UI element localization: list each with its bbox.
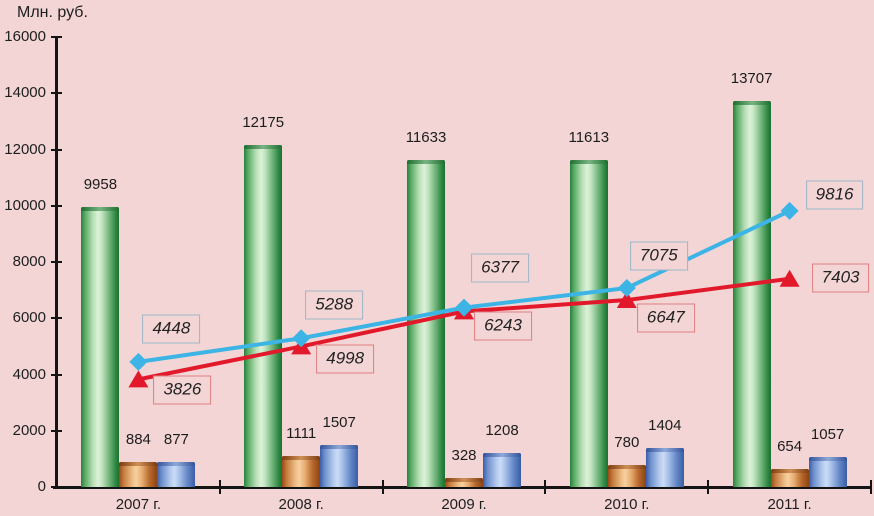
line-value-callout: 5288 [305,290,364,320]
diamond-marker-icon [129,352,148,371]
y-axis-tick [51,92,62,95]
triangle-marker-icon [454,302,474,320]
bar-value-label: 11613 [568,129,610,147]
y-axis-tick [51,486,62,488]
triangle-marker-icon [128,370,149,388]
green-bars-bar [407,159,445,487]
triangle-marker-icon [616,291,637,309]
bar-top-cap [445,477,483,482]
bar-top-cap [119,462,158,467]
x-axis-tick [218,480,221,494]
orange-bars-bar [770,468,809,487]
line-value-callout: 6647 [636,303,695,333]
bar-value-label: 1111 [286,424,317,442]
y-axis-tick [51,429,62,432]
orange-bars-bar [119,462,158,487]
bar-top-cap [569,160,608,165]
x-tick-label: 2009 г. [441,496,487,513]
y-tick-label: 4000 [12,365,46,383]
bar-value-label: 877 [163,431,189,449]
y-axis-tick [51,317,62,320]
bar-value-label: 9958 [83,175,118,193]
blue-bars-bar [483,453,521,487]
y-axis-tick [51,148,62,151]
bar-value-label: 11633 [405,128,447,146]
bar-top-cap [157,462,196,467]
bar-top-cap [808,457,847,462]
bar-top-cap [244,144,283,149]
orange-bars-bar [282,455,321,487]
bar-top-cap [320,444,359,449]
bar-top-cap [282,455,321,460]
triangle-marker-icon [779,269,800,287]
diamond-marker-icon [292,329,311,348]
sky-line-polyline [138,209,791,364]
line-value-callout: 4448 [142,314,201,344]
line-value-callout: 4998 [316,344,375,374]
diamond-marker-icon [617,279,636,298]
y-axis-tick [51,373,62,376]
y-tick-label: 10000 [4,196,46,214]
bar-value-label: 12175 [242,113,285,131]
bar-value-label: 884 [125,431,151,449]
orange-bars-bar [607,465,646,487]
line-value-callout: 6377 [471,253,529,283]
x-axis-tick [870,480,872,494]
line-value-callout: 7075 [629,241,688,271]
line-value-callout: 9816 [805,180,864,210]
orange-bars-bar [445,477,483,487]
bar-top-cap [81,206,120,211]
diamond-marker-icon [780,201,799,220]
bar-top-cap [407,159,445,164]
x-axis-line [53,486,871,489]
bar-value-label: 1057 [810,426,845,444]
line-value-callout: 6243 [474,311,532,341]
x-tick-label: 2010 г. [604,496,650,513]
bar-value-label: 654 [777,437,803,455]
bar-value-label: 1507 [322,413,356,431]
blue-bars-bar [808,457,847,487]
y-tick-label: 6000 [12,309,46,327]
x-axis-tick [707,480,710,494]
y-tick-label: 8000 [12,253,46,270]
y-axis-tick [51,261,62,263]
bar-value-label: 1404 [648,416,682,434]
bar-top-cap [645,447,684,452]
y-tick-label: 12000 [4,140,46,158]
y-tick-label: 2000 [12,421,46,439]
bar-value-label: 780 [614,434,640,452]
bar-top-cap [732,101,771,106]
y-axis-title: Млн. руб. [17,4,88,21]
y-axis-tick [51,36,62,38]
diamond-marker-icon [455,298,473,317]
y-tick-label: 0 [37,478,46,495]
line-value-callout: 3826 [153,375,212,405]
x-tick-label: 2007 г. [115,496,162,513]
bar-value-label: 13707 [730,70,773,88]
bar-top-cap [483,453,521,458]
x-tick-label: 2011 г. [767,496,812,513]
line-value-callout: 7403 [811,263,870,293]
triangle-marker-icon [291,337,312,355]
bar-value-label: 328 [451,446,477,464]
y-tick-label: 16000 [4,28,46,45]
green-bars-bar [81,206,120,487]
blue-bars-bar [320,444,359,487]
bar-top-cap [607,465,646,470]
blue-bars-bar [645,447,684,487]
y-axis-tick [51,204,62,207]
blue-bars-bar [157,462,196,487]
x-axis-tick [381,480,384,494]
bar-top-cap [770,468,809,473]
x-axis-tick [544,480,547,494]
green-bars-bar [732,101,771,487]
bar-value-label: 1208 [485,422,519,440]
x-tick-label: 2008 г. [278,496,324,513]
y-tick-label: 14000 [4,84,46,102]
